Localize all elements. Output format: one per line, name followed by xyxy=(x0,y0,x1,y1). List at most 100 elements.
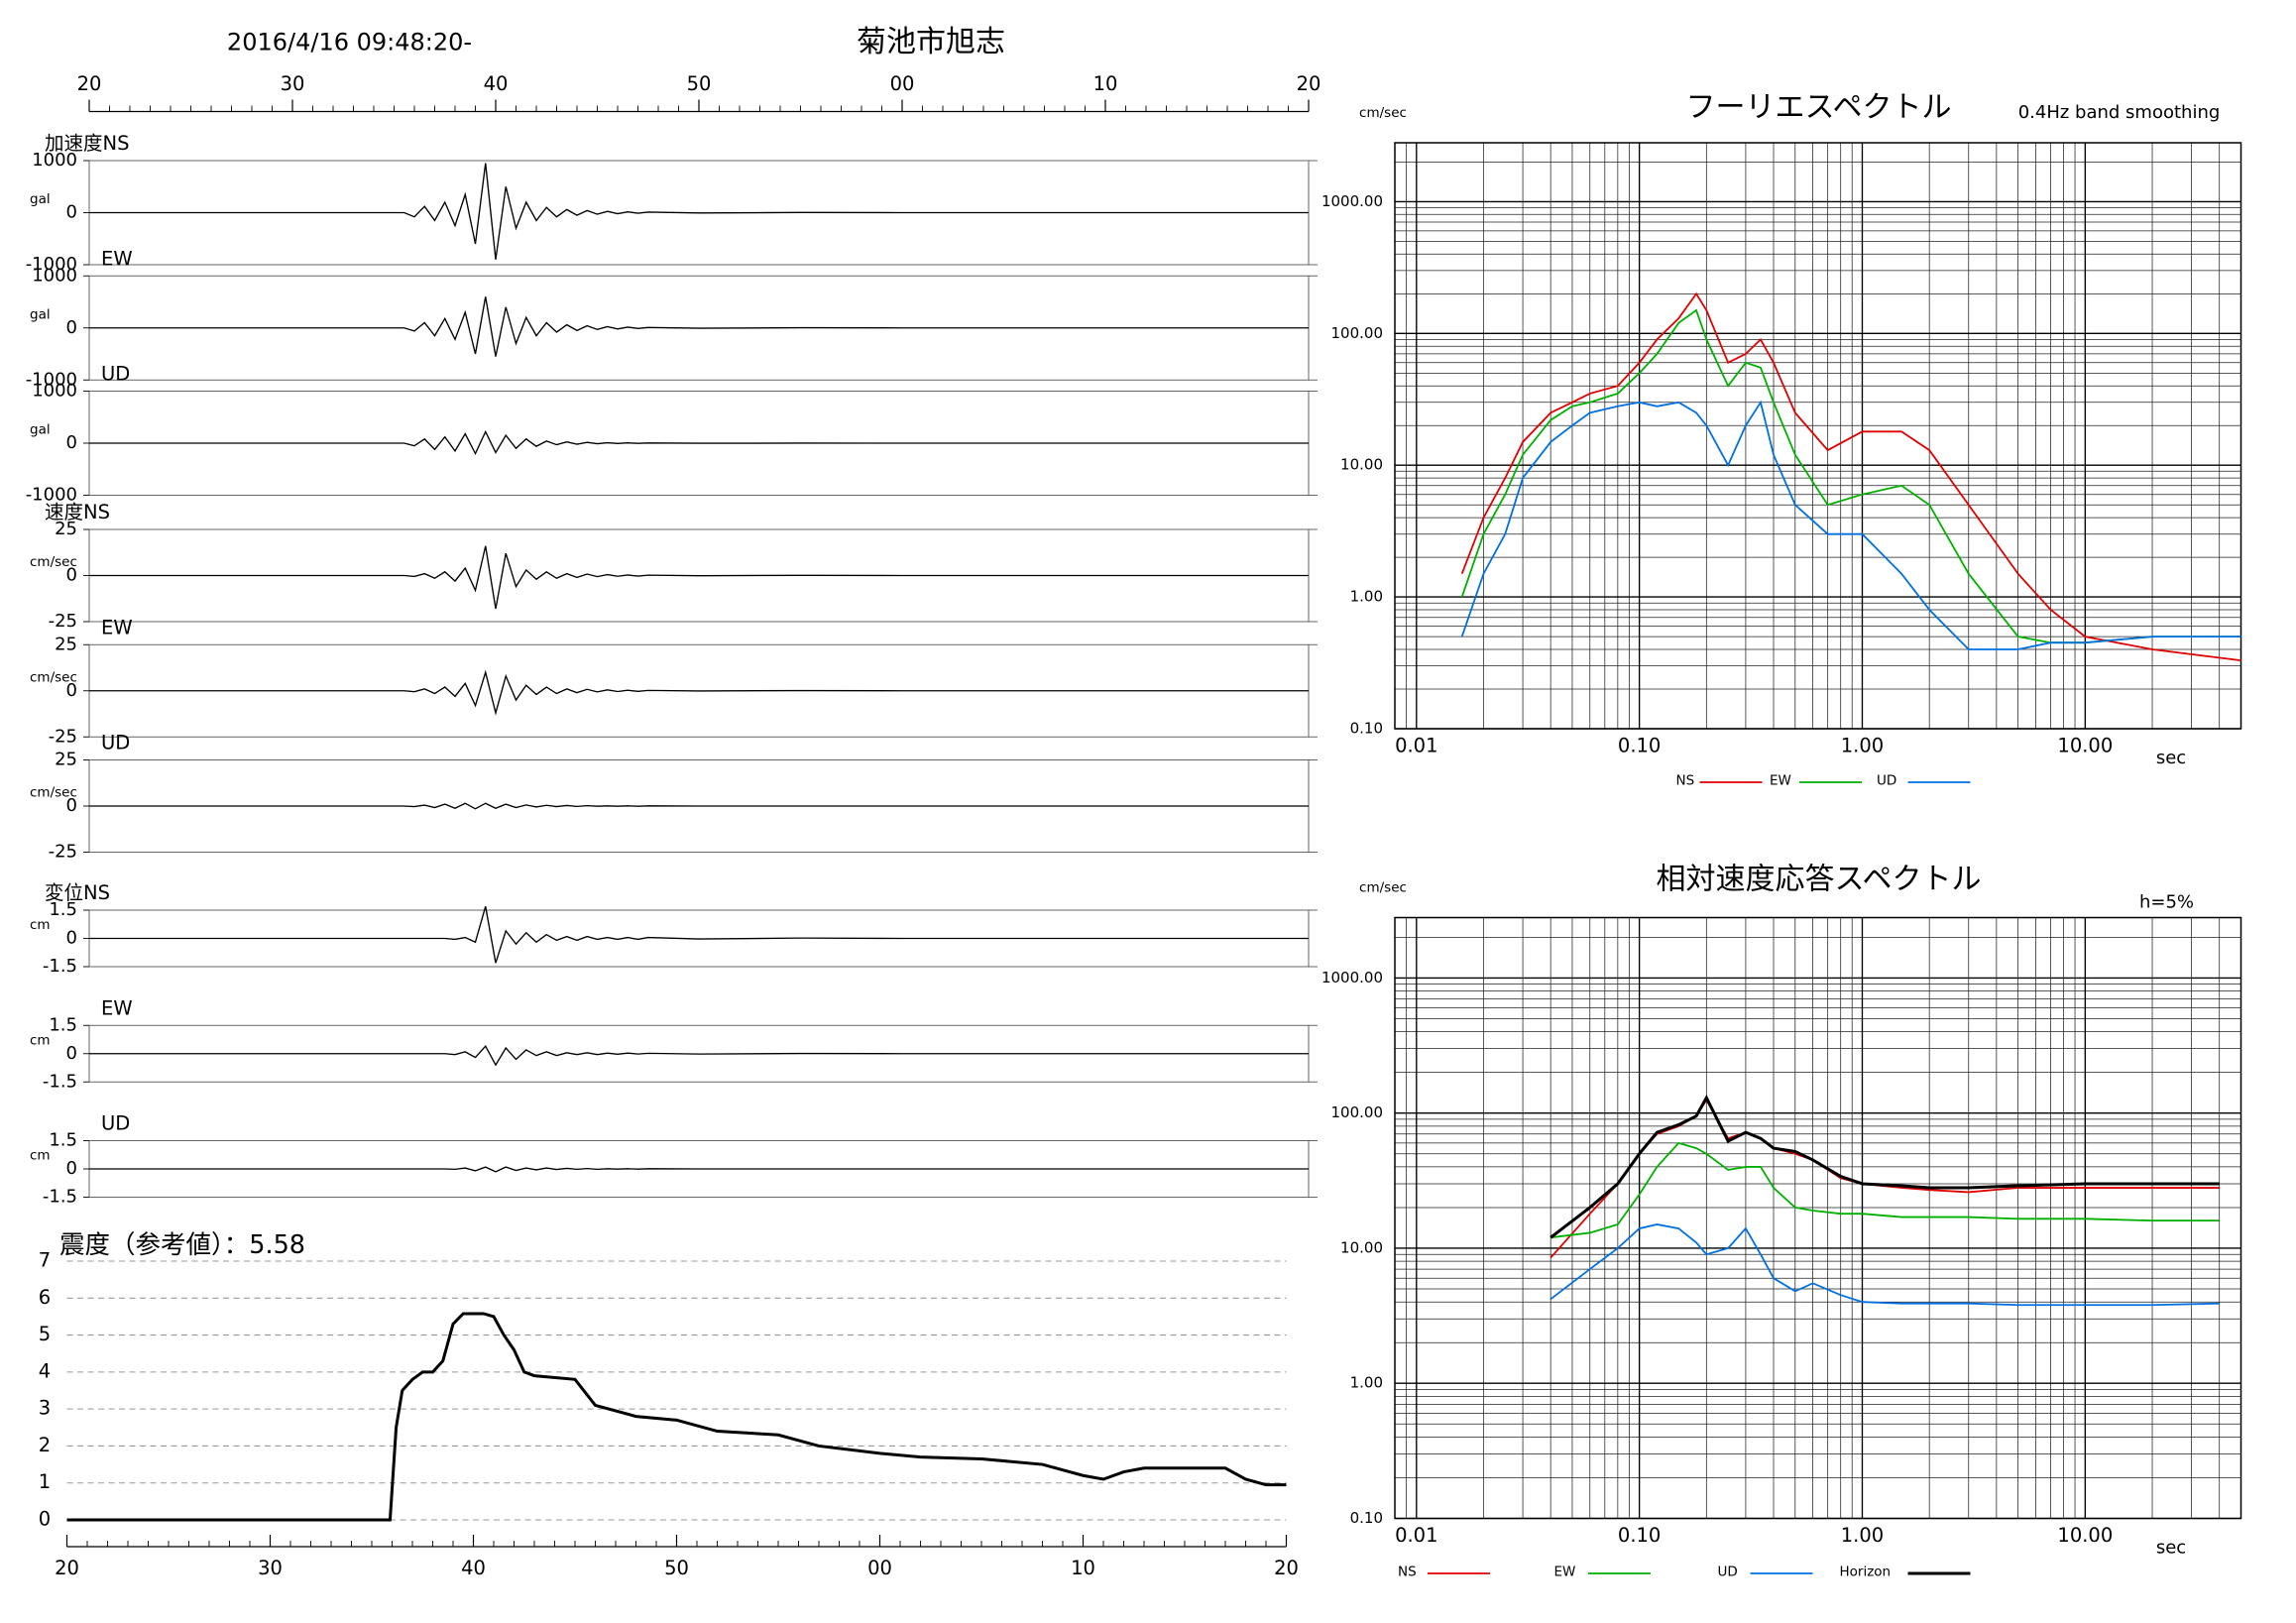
spectrum-line xyxy=(1460,291,2241,661)
x-tick-label: 20 xyxy=(55,1557,79,1579)
y-tick-label: 3 xyxy=(39,1397,51,1420)
x-tick-label: 0.10 xyxy=(1618,1524,1661,1547)
spectrum-line xyxy=(1550,1141,2220,1239)
legend-label: NS xyxy=(1676,773,1695,789)
waveform-trace xyxy=(89,429,1309,456)
y-tick-label: 0 xyxy=(39,1508,51,1531)
y-tick-label: 25 xyxy=(55,634,77,654)
y-tick-label: -1000 xyxy=(26,254,77,275)
x-tick-label: 40 xyxy=(484,72,509,95)
y-tick-label: -1.5 xyxy=(43,1071,77,1092)
y-tick-label: 0 xyxy=(66,1043,77,1064)
intensity-line xyxy=(66,1312,1287,1522)
x-tick-label: 20 xyxy=(77,72,102,95)
trace-label: EW xyxy=(101,616,133,638)
y-tick-label: 25 xyxy=(55,750,77,770)
y-tick-label: 100.00 xyxy=(1331,324,1384,342)
spectrum-title: 相対速度応答スペクトル xyxy=(1657,863,1982,897)
spectrum-line xyxy=(1460,308,2241,644)
plot-frame xyxy=(1394,916,2242,1520)
x-tick-label: 20 xyxy=(1274,1557,1299,1579)
y-tick-label: 0 xyxy=(66,202,77,223)
y-tick-label: 0 xyxy=(66,565,77,586)
waveform-trace xyxy=(89,802,1309,810)
legend-label: UD xyxy=(1877,773,1896,789)
legend-label: NS xyxy=(1398,1565,1417,1580)
waveform-trace xyxy=(89,296,1309,357)
x-tick-label: 00 xyxy=(867,1557,892,1579)
y-tick-label: 0 xyxy=(66,795,77,816)
y-tick-label: 0 xyxy=(66,680,77,701)
start-time: 2016/4/16 09:48:20- xyxy=(227,29,472,57)
x-unit: sec xyxy=(2156,748,2186,768)
y-tick-label: -25 xyxy=(49,611,77,632)
y-tick-label: 1.00 xyxy=(1350,588,1383,606)
y-tick-label: -1.5 xyxy=(43,1187,77,1208)
x-tick-label: 0.01 xyxy=(1395,735,1437,757)
x-tick-label: 10.00 xyxy=(2057,735,2113,757)
x-tick-label: 10 xyxy=(1093,72,1118,95)
y-tick-label: 1 xyxy=(39,1470,51,1493)
y-tick-label: 0.10 xyxy=(1350,720,1383,738)
trace-unit: cm xyxy=(30,917,51,933)
y-tick-label: 0 xyxy=(66,317,77,338)
y-tick-label: 1000.00 xyxy=(1321,969,1383,986)
x-tick-label: 0.10 xyxy=(1618,735,1661,757)
trace-label: UD xyxy=(101,732,130,754)
y-tick-label: -1000 xyxy=(26,369,77,390)
trace-unit: cm/sec xyxy=(30,785,77,801)
spectrum-line xyxy=(1550,1094,2220,1239)
y-tick-label: -25 xyxy=(49,726,77,747)
y-tick-label: 1000 xyxy=(32,265,77,286)
x-tick-label: 1.00 xyxy=(1841,735,1884,757)
trace-label: EW xyxy=(101,247,133,270)
x-tick-label: 1.00 xyxy=(1841,1524,1884,1547)
trace-label: 加速度NS xyxy=(45,132,129,155)
x-tick-label: 40 xyxy=(461,1557,486,1579)
y-tick-label: 100.00 xyxy=(1331,1103,1384,1121)
trace-unit: cm xyxy=(30,1032,51,1048)
intensity-title: 震度（参考値）：5.58 xyxy=(59,1230,305,1260)
x-unit: sec xyxy=(2156,1538,2186,1559)
plot-frame xyxy=(1394,142,2242,730)
y-tick-label: 0 xyxy=(66,1158,77,1179)
x-tick-label: 10 xyxy=(1071,1557,1095,1579)
trace-label: EW xyxy=(101,996,133,1019)
trace-unit: gal xyxy=(30,422,51,438)
spectrum-subtitle: 0.4Hz band smoothing xyxy=(2018,102,2221,123)
legend-label: EW xyxy=(1554,1565,1576,1580)
x-tick-label: 30 xyxy=(281,72,305,95)
station-title: 菊池市旭志 xyxy=(857,25,1005,59)
x-tick-label: 50 xyxy=(664,1557,689,1579)
legend-label: EW xyxy=(1770,773,1791,789)
trace-label: 変位NS xyxy=(45,881,110,904)
y-tick-label: 10.00 xyxy=(1340,1238,1383,1256)
waveform-trace xyxy=(89,1166,1309,1173)
y-tick-label: 0.10 xyxy=(1350,1509,1383,1527)
spectrum-line xyxy=(1550,1098,2220,1259)
y-tick-label: 2 xyxy=(39,1434,51,1456)
x-tick-label: 00 xyxy=(890,72,915,95)
waveform-trace xyxy=(89,1044,1309,1067)
trace-unit: gal xyxy=(30,191,51,207)
y-tick-label: 0 xyxy=(66,432,77,453)
y-tick-label: -25 xyxy=(49,842,77,863)
y-tick-label: 6 xyxy=(39,1286,51,1309)
y-tick-label: 1.5 xyxy=(49,1014,77,1035)
y-tick-label: 5 xyxy=(39,1323,51,1345)
trace-label: UD xyxy=(101,363,130,386)
waveform-trace xyxy=(89,906,1309,964)
waveform-trace xyxy=(89,545,1309,610)
x-tick-label: 30 xyxy=(258,1557,283,1579)
y-tick-label: 0 xyxy=(66,928,77,949)
spectrum-line xyxy=(1460,400,2241,650)
x-tick-label: 20 xyxy=(1297,72,1321,95)
y-tick-label: 4 xyxy=(39,1359,51,1382)
y-tick-label: -1000 xyxy=(26,485,77,506)
y-tick-label: 1.00 xyxy=(1350,1374,1383,1392)
y-tick-label: 1000 xyxy=(32,381,77,402)
legend-label: UD xyxy=(1718,1565,1738,1580)
y-tick-label: 1000.00 xyxy=(1321,192,1383,210)
y-tick-label: 25 xyxy=(55,519,77,539)
